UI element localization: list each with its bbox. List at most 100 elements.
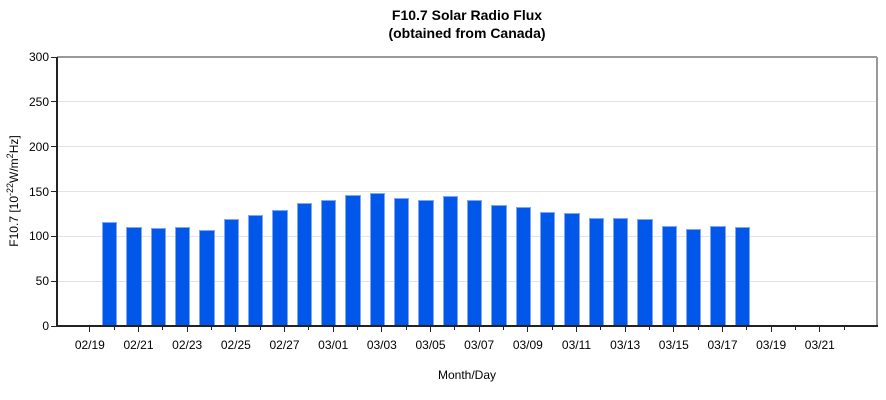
plot-border-top [57, 56, 877, 58]
gridline [57, 146, 877, 148]
x-tick-minor [211, 326, 212, 330]
bar [442, 195, 459, 326]
plot-border-right [876, 57, 878, 326]
y-tick [51, 325, 57, 327]
y-tick [51, 101, 57, 103]
bar [296, 203, 313, 326]
plot-border-bottom [56, 325, 878, 327]
bar [685, 229, 702, 326]
x-tick-label: 03/15 [658, 338, 689, 352]
y-tick-label: 0 [42, 319, 49, 333]
y-tick [51, 280, 57, 282]
bar [466, 199, 483, 326]
x-tick-minor [454, 326, 456, 330]
bar [564, 213, 580, 326]
y-tick [51, 56, 57, 58]
x-tick-label: 02/23 [172, 338, 203, 352]
y-tick [51, 146, 57, 148]
bar [588, 217, 605, 326]
plot-border-left [56, 57, 58, 326]
chart-subtitle: (obtained from Canada) [388, 25, 546, 41]
bar [369, 193, 386, 326]
chart-title: F10.7 Solar Radio Flux [391, 7, 543, 23]
y-tick-label: 150 [28, 184, 49, 199]
x-tick-label: 03/11 [561, 338, 592, 352]
x-tick-label: 03/13 [610, 338, 641, 352]
bar [101, 221, 118, 326]
bar [320, 200, 337, 326]
bar [150, 228, 167, 326]
bar [223, 219, 240, 326]
x-tick-major [819, 326, 821, 332]
bar [612, 218, 629, 326]
x-tick-major [138, 326, 139, 332]
x-tick-major [624, 326, 626, 332]
x-axis-label: Month/Day [437, 368, 497, 382]
x-tick-label: 03/07 [464, 338, 495, 352]
bar [199, 230, 215, 326]
x-tick-label: 03/05 [415, 338, 446, 352]
y-tick-label: 50 [35, 274, 49, 289]
gridline [57, 191, 877, 192]
x-tick-major [770, 326, 772, 332]
x-tick-minor [502, 326, 504, 330]
x-tick-major [673, 326, 675, 332]
y-tick-label: 100 [28, 229, 49, 244]
x-tick-minor [113, 326, 115, 330]
bar [272, 210, 288, 326]
x-tick-label: 02/19 [74, 338, 105, 352]
y-tick [51, 235, 57, 237]
x-tick-label: 03/01 [318, 338, 349, 352]
x-tick-label: 02/27 [269, 338, 300, 352]
x-tick-label: 03/09 [512, 338, 543, 352]
bar [393, 197, 410, 326]
x-tick-label: 03/21 [804, 338, 835, 352]
x-tick-major [527, 326, 529, 332]
x-tick-minor [357, 326, 358, 330]
bar [515, 206, 532, 326]
x-tick-label: 02/25 [220, 338, 251, 352]
y-axis-label-exponent2: 2 [5, 153, 15, 159]
bar [126, 227, 142, 326]
bar [418, 200, 434, 326]
x-tick-minor [794, 326, 796, 330]
x-tick-major [332, 326, 334, 332]
bar [247, 214, 264, 326]
x-tick-minor [697, 326, 699, 330]
bar [637, 219, 653, 326]
x-tick-major [478, 326, 480, 332]
x-tick-minor [259, 326, 261, 330]
x-tick-minor [746, 326, 748, 330]
x-tick-major [381, 326, 383, 332]
x-tick-minor [551, 326, 553, 330]
bar [710, 226, 726, 326]
x-tick-minor [600, 326, 602, 330]
x-tick-major [89, 326, 91, 332]
bar [661, 226, 678, 326]
bar [491, 204, 507, 326]
x-tick-major [235, 326, 237, 332]
x-tick-major [721, 326, 723, 332]
x-tick-minor [308, 326, 310, 330]
x-tick-label: 03/19 [756, 338, 787, 352]
x-tick-minor [405, 326, 407, 330]
x-tick-minor [843, 326, 845, 330]
bar [174, 227, 191, 326]
x-tick-label: 02/21 [123, 338, 154, 352]
x-tick-major [186, 326, 188, 332]
x-tick-label: 03/03 [366, 338, 397, 352]
plot-area: 0 50 100 150 200 250 300 02/19 02/21 02/23 02/25 02… [29, 50, 878, 352]
y-tick-label: 250 [28, 94, 49, 109]
x-tick-minor [648, 326, 650, 330]
x-tick-major [284, 326, 285, 332]
bar [539, 212, 556, 326]
bar [734, 227, 751, 326]
bar [345, 195, 361, 326]
y-tick [51, 191, 57, 192]
y-tick-label: 300 [28, 50, 49, 64]
x-tick-label: 03/17 [707, 338, 738, 352]
x-tick-minor [162, 326, 164, 330]
x-tick-major [430, 326, 431, 332]
gridline [57, 101, 877, 103]
